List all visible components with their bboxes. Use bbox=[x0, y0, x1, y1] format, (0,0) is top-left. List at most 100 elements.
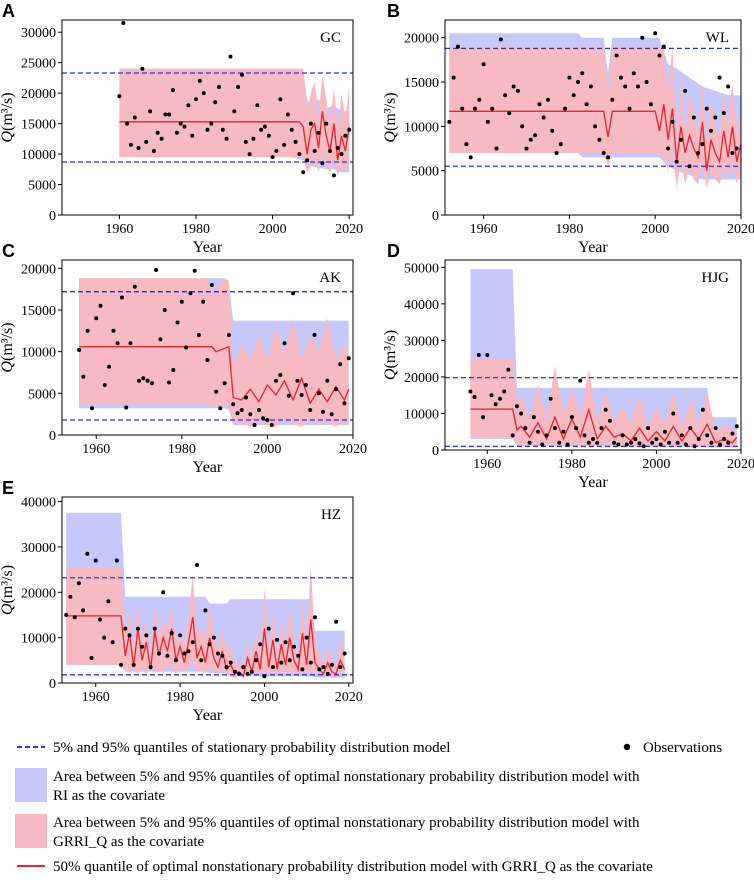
observation-point bbox=[321, 665, 326, 670]
observation-point bbox=[734, 424, 739, 429]
observation-point bbox=[586, 440, 591, 445]
observation-point bbox=[531, 415, 536, 420]
observation-point bbox=[174, 130, 179, 135]
observation-point bbox=[245, 671, 250, 676]
observation-point bbox=[705, 433, 710, 438]
observation-point bbox=[81, 374, 86, 379]
observation-point bbox=[94, 316, 99, 321]
observation-point bbox=[331, 173, 336, 178]
observation-point bbox=[346, 356, 351, 361]
y-tick-label: 15000 bbox=[21, 304, 56, 319]
observation-point bbox=[696, 151, 701, 155]
observation-point bbox=[683, 88, 688, 93]
observation-point bbox=[537, 102, 542, 107]
observation-point bbox=[569, 415, 574, 420]
legend-ri-swatch bbox=[15, 768, 47, 802]
x-tick-label: 1980 bbox=[166, 690, 194, 705]
y-tick-label: 40000 bbox=[21, 496, 56, 511]
observation-point bbox=[232, 669, 237, 674]
observation-point bbox=[510, 433, 515, 438]
panel-letter: E bbox=[2, 478, 14, 498]
observation-point bbox=[102, 635, 107, 640]
y-tick-label: 20000 bbox=[21, 262, 56, 277]
observation-point bbox=[247, 152, 252, 157]
observation-point bbox=[228, 660, 233, 665]
observation-point bbox=[136, 146, 141, 150]
observation-point bbox=[308, 408, 313, 412]
observation-point bbox=[700, 407, 705, 412]
observation-point bbox=[507, 111, 512, 116]
x-tick-label: 2020 bbox=[335, 690, 363, 705]
observation-point bbox=[209, 121, 214, 126]
observation-point bbox=[576, 80, 580, 84]
observation-point bbox=[329, 412, 334, 417]
y-tick-label: 10000 bbox=[404, 120, 439, 135]
observation-point bbox=[262, 124, 267, 129]
observation-point bbox=[194, 97, 198, 102]
median-quantile-line bbox=[449, 104, 741, 171]
y-tick-label: 30000 bbox=[21, 26, 56, 41]
legend-stationary-label: 5% and 95% quantiles of stationary proba… bbox=[53, 740, 450, 756]
observation-point bbox=[140, 66, 145, 71]
observation-point bbox=[325, 671, 330, 676]
panel-e: 1960 1980 2000 2020 0 10000 20000 30000 40000 Yea… bbox=[0, 478, 363, 724]
observation-point bbox=[85, 328, 90, 333]
observation-point bbox=[115, 341, 120, 346]
y-axis-title-unit: (m³/s) bbox=[382, 330, 399, 369]
legend: 5% and 95% quantiles of stationary proba… bbox=[15, 740, 722, 875]
observation-point bbox=[224, 665, 229, 670]
observation-point bbox=[123, 626, 128, 631]
observation-point bbox=[201, 91, 206, 96]
observation-point bbox=[205, 358, 210, 362]
observation-point bbox=[119, 662, 123, 667]
observation-point bbox=[312, 149, 317, 153]
observation-point bbox=[255, 103, 260, 108]
observation-point bbox=[131, 662, 136, 667]
observation-point bbox=[661, 44, 666, 49]
panel-letter: D bbox=[387, 241, 400, 261]
observation-point bbox=[494, 146, 499, 151]
observation-point bbox=[237, 671, 242, 676]
observation-point bbox=[623, 84, 628, 89]
site-name: HJG bbox=[701, 270, 729, 286]
observation-point bbox=[464, 142, 469, 147]
median-quantile-line bbox=[79, 345, 350, 405]
observation-point bbox=[597, 137, 602, 142]
observation-point bbox=[612, 440, 617, 445]
observation-point bbox=[627, 106, 632, 111]
observation-point bbox=[98, 303, 103, 308]
observation-point bbox=[287, 658, 292, 663]
observation-point bbox=[468, 155, 473, 160]
observation-point bbox=[468, 389, 473, 394]
observation-point bbox=[165, 653, 170, 658]
observation-point bbox=[730, 151, 735, 155]
observation-point bbox=[192, 268, 197, 273]
y-axis-title-symbol: Q bbox=[382, 131, 399, 143]
y-axis-title-symbol: Q bbox=[0, 361, 16, 373]
observation-point bbox=[98, 617, 102, 622]
x-tick-label: 2000 bbox=[641, 222, 669, 237]
observation-point bbox=[662, 429, 667, 434]
observation-point bbox=[274, 149, 279, 153]
observation-point bbox=[524, 146, 529, 151]
observation-point bbox=[493, 402, 498, 407]
observation-point bbox=[127, 633, 132, 638]
observation-point bbox=[305, 158, 310, 163]
observation-point bbox=[320, 161, 325, 166]
observation-point bbox=[77, 348, 82, 352]
observation-point bbox=[571, 93, 576, 98]
legend-grri-label-line1: Area between 5% and 95% quantiles of opt… bbox=[53, 815, 640, 831]
y-axis-title: Q(m³/s) bbox=[0, 565, 16, 615]
observation-point bbox=[606, 155, 610, 160]
observation-point bbox=[644, 80, 649, 84]
y-tick-label: 25000 bbox=[21, 57, 56, 72]
observation-point bbox=[472, 395, 477, 399]
observation-point bbox=[145, 378, 150, 383]
x-tick-label: 2020 bbox=[339, 442, 367, 457]
observation-point bbox=[252, 423, 257, 427]
y-tick-label: 0 bbox=[432, 209, 439, 224]
observation-point bbox=[485, 353, 490, 357]
observation-point bbox=[506, 367, 511, 372]
x-tick-label: 1980 bbox=[558, 457, 586, 472]
observation-point bbox=[688, 426, 693, 431]
